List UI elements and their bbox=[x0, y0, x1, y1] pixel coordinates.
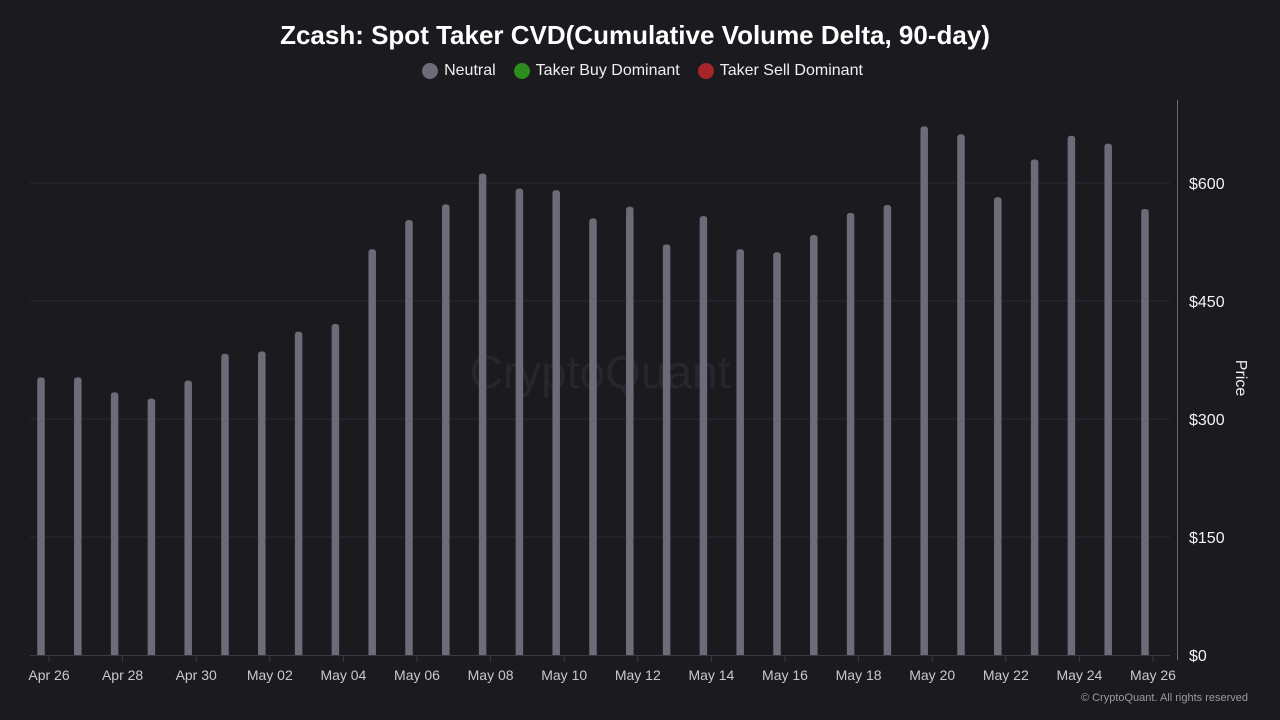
x-tick-label: Apr 30 bbox=[176, 667, 217, 683]
x-tick-label: May 04 bbox=[320, 667, 366, 683]
bar bbox=[368, 249, 376, 655]
bar bbox=[699, 216, 708, 656]
x-tick-label: May 14 bbox=[688, 667, 734, 683]
legend-dot-taker-buy bbox=[513, 63, 530, 79]
legend-label-neutral: Neutral bbox=[444, 62, 496, 79]
y-tick-label: $0 bbox=[1189, 648, 1207, 665]
bar bbox=[405, 219, 413, 655]
x-tick-label: May 02 bbox=[247, 667, 293, 683]
x-tick-label: May 10 bbox=[541, 667, 587, 683]
x-tick-label: May 20 bbox=[909, 667, 955, 683]
bar bbox=[810, 234, 818, 656]
bar bbox=[736, 249, 744, 655]
legend-item-neutral[interactable]: Neutral bbox=[422, 62, 496, 80]
bar bbox=[74, 377, 82, 655]
bar bbox=[589, 218, 597, 655]
copyright-footer: © CryptoQuant. All rights reserved bbox=[1080, 692, 1248, 704]
bar bbox=[662, 244, 671, 656]
bar bbox=[846, 212, 855, 656]
x-tick-label: Apr 26 bbox=[28, 667, 69, 683]
bar bbox=[626, 206, 634, 655]
bar bbox=[221, 353, 229, 655]
x-tick-label: May 26 bbox=[1130, 667, 1176, 683]
y-tick-label: $600 bbox=[1189, 176, 1225, 193]
legend-dot-neutral bbox=[422, 63, 439, 79]
bar bbox=[1141, 208, 1149, 655]
axes: $0 $150 $300 $450 $600 Price Apr 26 Apr 28 Apr 3… bbox=[28, 100, 1249, 683]
watermark: CryptoQuant bbox=[470, 346, 731, 398]
x-tick-label: May 16 bbox=[762, 667, 808, 683]
bar bbox=[994, 197, 1002, 655]
y-tick-label: $150 bbox=[1189, 530, 1225, 547]
bar bbox=[883, 205, 892, 655]
x-tick-label: May 06 bbox=[394, 667, 440, 683]
bar bbox=[110, 392, 119, 655]
bar bbox=[331, 323, 340, 655]
x-tick-label: May 08 bbox=[468, 667, 514, 683]
bars bbox=[37, 126, 1149, 656]
chart-title: Zcash: Spot Taker CVD(Cumulative Volume … bbox=[280, 20, 990, 50]
bar bbox=[442, 204, 450, 656]
bar bbox=[478, 173, 487, 655]
x-tick-label: May 18 bbox=[836, 667, 882, 683]
x-tick-label: May 12 bbox=[615, 667, 661, 683]
y-tick-label: $300 bbox=[1189, 412, 1225, 429]
y-axis-title: Price bbox=[1232, 360, 1249, 397]
bar bbox=[515, 188, 524, 656]
y-tick-label: $450 bbox=[1189, 294, 1225, 311]
legend: Neutral Taker Buy Dominant Taker Sell Do… bbox=[0, 62, 1280, 80]
legend-label-taker-sell: Taker Sell Dominant bbox=[719, 62, 863, 79]
legend-item-taker-sell[interactable]: Taker Sell Dominant bbox=[697, 62, 863, 80]
bar bbox=[184, 380, 192, 655]
legend-dot-taker-sell bbox=[697, 63, 714, 79]
bar bbox=[1104, 143, 1112, 655]
x-tick-label: May 22 bbox=[983, 667, 1029, 683]
legend-item-taker-buy[interactable]: Taker Buy Dominant bbox=[513, 62, 680, 80]
x-tick-label: Apr 28 bbox=[102, 667, 143, 683]
x-tick-label: May 24 bbox=[1056, 667, 1102, 683]
bar bbox=[1067, 135, 1076, 656]
bar bbox=[773, 252, 781, 655]
bar bbox=[147, 398, 156, 655]
bar bbox=[258, 351, 266, 655]
bar bbox=[294, 331, 303, 655]
bar bbox=[920, 126, 928, 656]
bar bbox=[37, 377, 45, 655]
legend-label-taker-buy: Taker Buy Dominant bbox=[535, 62, 680, 79]
bar bbox=[552, 190, 560, 655]
bar bbox=[1030, 159, 1039, 655]
bar bbox=[957, 134, 965, 655]
gridlines bbox=[30, 182, 1170, 538]
